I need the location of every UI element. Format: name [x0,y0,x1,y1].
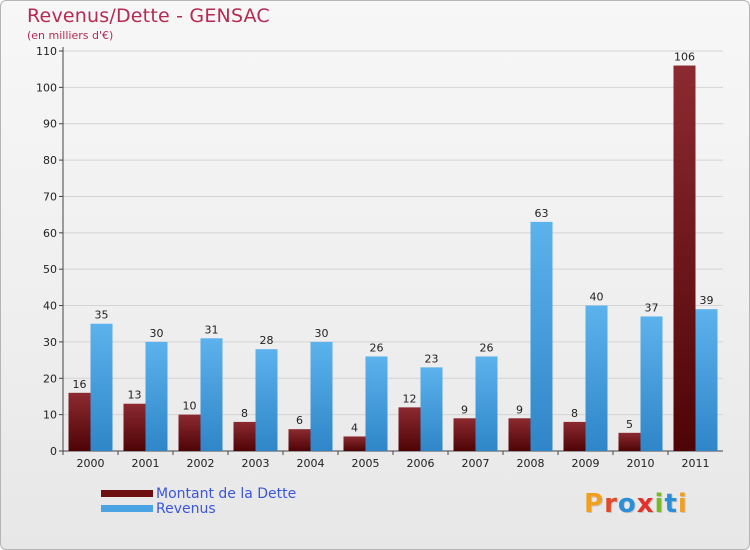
bar-revenus-2009 [585,305,608,451]
y-tick-label-50: 50 [43,263,57,276]
value-label-dette-2008: 9 [516,403,523,416]
legend-swatch-revenus [101,505,153,512]
bar-dette-2004 [288,429,311,451]
bar-dette-2001 [123,403,146,451]
bar-revenus-2006 [420,367,443,451]
bar-dette-2008 [508,418,531,451]
bar-dette-2006 [398,407,421,451]
logo-letter: i [654,489,665,519]
value-label-revenus-2005: 26 [370,341,384,354]
value-label-dette-2009: 8 [571,407,578,420]
chart-subtitle: (en milliers d'€) [27,29,114,42]
y-tick-label-60: 60 [43,227,57,240]
bars [68,65,718,451]
legend-swatch-dette [101,490,153,497]
bar-revenus-2005 [365,356,388,451]
axes: 0 10 20 30 40 50 60 70 80 90 100 110 2000 2001 2002 200… [36,45,723,470]
logo-letter: x [636,489,655,519]
y-tick-label-80: 80 [43,154,57,167]
bar-revenus-2007 [475,356,498,451]
logo-letter: i [677,489,688,519]
x-tick-label-2000: 2000 [77,457,105,470]
bar-revenus-2010 [640,316,663,451]
value-label-revenus-2003: 28 [260,334,274,347]
grid-lines [63,50,723,452]
value-label-dette-2007: 9 [461,403,468,416]
value-label-dette-2005: 4 [351,421,358,434]
y-tick-label-30: 30 [43,336,57,349]
x-tick-label-2008: 2008 [517,457,545,470]
value-label-revenus-2004: 30 [315,327,329,340]
y-tick-label-40: 40 [43,300,57,313]
y-tick-label-10: 10 [43,409,57,422]
bar-revenus-2003 [255,349,278,451]
bar-revenus-2011 [695,309,718,451]
bar-dette-2010 [618,432,641,451]
value-label-revenus-2008: 63 [535,207,549,220]
bar-dette-2003 [233,421,256,451]
x-tick-label-2003: 2003 [242,457,270,470]
x-tick-label-2011: 2011 [682,457,710,470]
value-label-revenus-2001: 30 [150,327,164,340]
value-label-revenus-2002: 31 [205,323,219,336]
logo-letter: P [584,489,605,519]
bar-dette-2000 [68,392,91,451]
value-label-dette-2002: 10 [183,400,197,413]
logo-letter: r [604,489,618,519]
y-tick-label-20: 20 [43,372,57,385]
value-label-dette-2000: 16 [73,378,87,391]
legend-label-dette: Montant de la Dette [156,486,297,502]
x-tick-label-2009: 2009 [572,457,600,470]
bar-revenus-2008 [530,221,553,451]
value-label-dette-2003: 8 [241,407,248,420]
y-tick-label-100: 100 [36,81,57,94]
y-tick-label-110: 110 [36,45,57,58]
y-tick-label-90: 90 [43,118,57,131]
legend-label-revenus: Revenus [156,501,216,517]
bar-revenus-2004 [310,341,333,451]
value-label-revenus-2006: 23 [425,352,439,365]
value-label-revenus-2010: 37 [645,301,659,314]
proxiti-logo: Proxiti [584,489,688,519]
data-labels: 16 35 13 30 10 31 8 28 6 30 4 26 12 23 9 26 9 63 8 40 5 37 106… [73,51,714,435]
logo-letter: t [664,489,678,519]
value-label-dette-2001: 13 [128,389,142,402]
bar-dette-2002 [178,414,201,451]
value-label-revenus-2011: 39 [700,294,714,307]
x-tick-label-2002: 2002 [187,457,215,470]
x-tick-label-2007: 2007 [462,457,490,470]
value-label-revenus-2007: 26 [480,341,494,354]
bar-dette-2011 [673,65,696,451]
x-tick-label-2005: 2005 [352,457,380,470]
bar-revenus-2002 [200,338,223,451]
bar-dette-2005 [343,436,366,451]
y-tick-label-0: 0 [50,445,57,458]
value-label-dette-2004: 6 [296,414,303,427]
logo-letter: o [617,489,637,519]
bar-dette-2007 [453,418,476,451]
value-label-dette-2006: 12 [403,392,417,405]
x-tick-label-2006: 2006 [407,457,435,470]
value-label-revenus-2000: 35 [95,309,109,322]
x-tick-label-2010: 2010 [627,457,655,470]
x-tick-label-2004: 2004 [297,457,325,470]
value-label-dette-2010: 5 [626,418,633,431]
chart-title: Revenus/Dette - GENSAC [27,5,270,27]
y-tick-label-70: 70 [43,190,57,203]
bar-revenus-2001 [145,341,168,451]
x-tick-label-2001: 2001 [132,457,160,470]
value-label-revenus-2009: 40 [590,291,604,304]
value-label-dette-2011: 106 [674,51,695,64]
bar-dette-2009 [563,421,586,451]
bar-revenus-2000 [90,323,113,451]
